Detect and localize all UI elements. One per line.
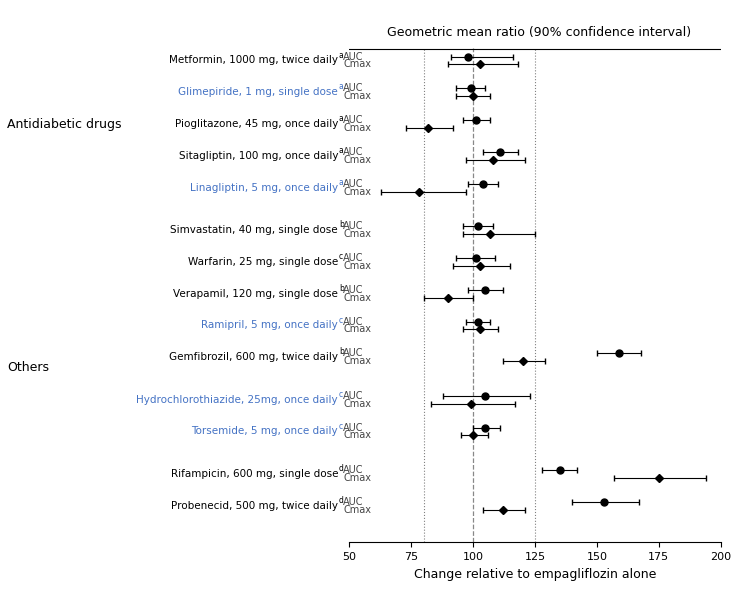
Text: Glimepiride, 1 mg, single dose: Glimepiride, 1 mg, single dose xyxy=(178,87,338,97)
Text: AUC: AUC xyxy=(343,147,364,157)
Text: Verapamil, 120 mg, single dose: Verapamil, 120 mg, single dose xyxy=(173,288,338,299)
Text: AUC: AUC xyxy=(343,496,364,507)
Text: b: b xyxy=(339,284,344,293)
Text: Cmax: Cmax xyxy=(343,187,372,197)
Text: AUC: AUC xyxy=(343,83,364,94)
Text: Cmax: Cmax xyxy=(343,229,372,239)
Text: a: a xyxy=(339,114,343,123)
Text: AUC: AUC xyxy=(343,465,364,475)
Text: Simvastatin, 40 mg, single dose: Simvastatin, 40 mg, single dose xyxy=(170,225,338,235)
Text: c: c xyxy=(339,252,343,261)
Text: Cmax: Cmax xyxy=(343,293,372,303)
Text: AUC: AUC xyxy=(343,51,364,61)
Text: Metformin, 1000 mg, twice daily: Metformin, 1000 mg, twice daily xyxy=(169,55,338,66)
Text: Cmax: Cmax xyxy=(343,123,372,133)
Text: Rifampicin, 600 mg, single dose: Rifampicin, 600 mg, single dose xyxy=(171,469,338,479)
Text: AUC: AUC xyxy=(343,115,364,125)
Text: c: c xyxy=(339,316,343,325)
Text: Cmax: Cmax xyxy=(343,60,372,70)
Text: b: b xyxy=(339,221,344,229)
Text: Cmax: Cmax xyxy=(343,473,372,483)
Text: AUC: AUC xyxy=(343,391,364,401)
Text: a: a xyxy=(339,146,343,155)
Text: AUC: AUC xyxy=(343,348,364,358)
Text: Linagliptin, 5 mg, once daily: Linagliptin, 5 mg, once daily xyxy=(190,183,338,193)
Text: d: d xyxy=(339,496,344,505)
Text: Gemfibrozil, 600 mg, twice daily: Gemfibrozil, 600 mg, twice daily xyxy=(169,352,338,362)
Text: AUC: AUC xyxy=(343,423,364,433)
Text: c: c xyxy=(339,421,343,431)
Text: Cmax: Cmax xyxy=(343,356,372,367)
Text: Pioglitazone, 45 mg, once daily: Pioglitazone, 45 mg, once daily xyxy=(175,119,338,129)
Text: Sitagliptin, 100 mg, once daily: Sitagliptin, 100 mg, once daily xyxy=(178,151,338,161)
Text: AUC: AUC xyxy=(343,316,364,327)
Text: AUC: AUC xyxy=(343,221,364,231)
Text: Cmax: Cmax xyxy=(343,261,372,271)
Text: Warfarin, 25 mg, single dose: Warfarin, 25 mg, single dose xyxy=(188,257,338,267)
Text: AUC: AUC xyxy=(343,285,364,294)
Text: Cmax: Cmax xyxy=(343,505,372,515)
Text: Hydrochlorothiazide, 25mg, once daily: Hydrochlorothiazide, 25mg, once daily xyxy=(137,395,338,405)
Text: Cmax: Cmax xyxy=(343,155,372,165)
Text: Others: Others xyxy=(7,361,50,374)
Text: Cmax: Cmax xyxy=(343,399,372,409)
Text: a: a xyxy=(339,178,343,187)
Text: Cmax: Cmax xyxy=(343,324,372,334)
Text: Antidiabetic drugs: Antidiabetic drugs xyxy=(7,117,122,131)
X-axis label: Change relative to empagliflozin alone: Change relative to empagliflozin alone xyxy=(414,567,656,581)
Text: AUC: AUC xyxy=(343,179,364,189)
Text: Ramipril, 5 mg, once daily: Ramipril, 5 mg, once daily xyxy=(201,321,338,331)
Text: a: a xyxy=(339,51,343,60)
Text: Cmax: Cmax xyxy=(343,91,372,101)
Text: a: a xyxy=(339,82,343,91)
Text: d: d xyxy=(339,464,344,473)
Text: Geometric mean ratio (90% confidence interval): Geometric mean ratio (90% confidence int… xyxy=(386,26,691,39)
Text: Torsemide, 5 mg, once daily: Torsemide, 5 mg, once daily xyxy=(192,427,338,436)
Text: AUC: AUC xyxy=(343,253,364,263)
Text: b: b xyxy=(339,347,344,356)
Text: Probenecid, 500 mg, twice daily: Probenecid, 500 mg, twice daily xyxy=(171,501,338,511)
Text: Cmax: Cmax xyxy=(343,430,372,440)
Text: c: c xyxy=(339,390,343,399)
